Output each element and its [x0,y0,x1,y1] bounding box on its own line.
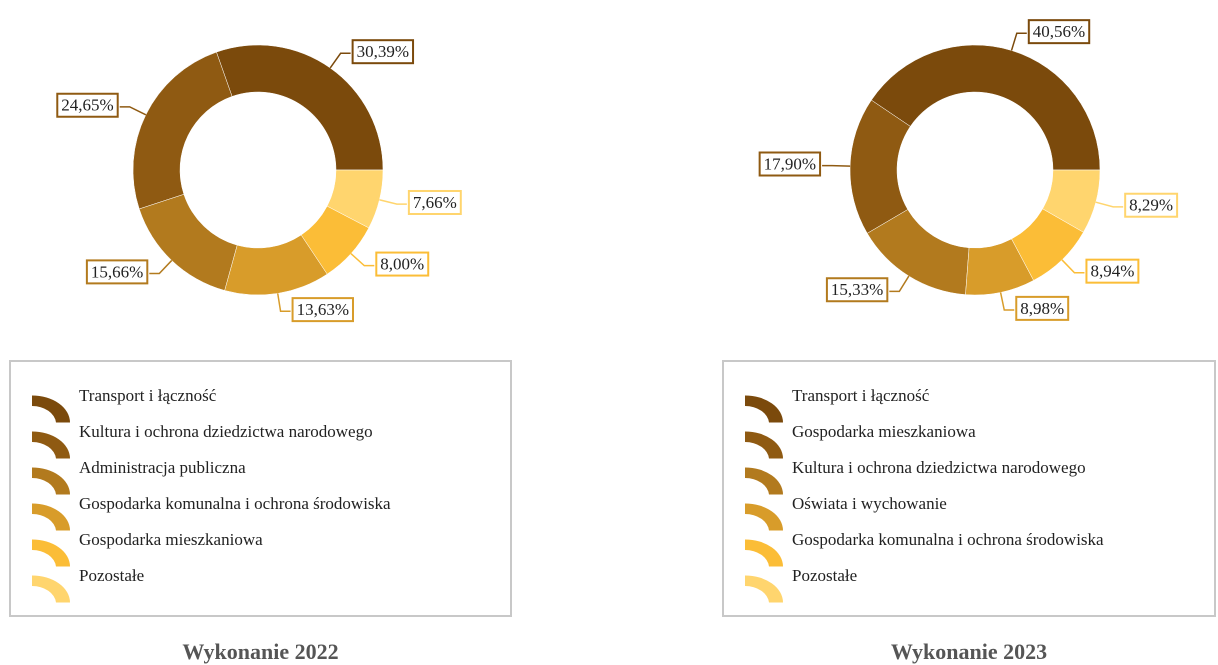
data-label-box [1124,192,1179,218]
data-label: 15,66% [91,262,143,281]
leader-line [1010,32,1027,51]
legend-icon [32,503,70,531]
legend-icon [32,539,70,567]
leader-line [889,275,910,293]
leader-line [149,259,173,275]
legend-label: Gospodarka mieszkaniowa [792,422,976,441]
data-label-box [351,39,415,65]
legend-label: Administracja publiczna [79,458,246,477]
legend-label: Kultura i ochrona dziedzictwa narodowego [792,458,1086,477]
data-label: 8,98% [1020,299,1064,318]
leader-line [1095,201,1124,208]
legend-label: Transport i łączność [792,386,930,405]
chart-title: Wykonanie 2022 [182,639,338,664]
data-label-box [825,277,889,303]
data-label-box [291,297,354,323]
donut-segment [138,193,238,291]
leader-line [822,164,851,167]
data-label: 13,63% [297,300,349,319]
leader-line [1061,259,1085,274]
legend-label: Gospodarka komunalna i ochrona środowisk… [79,494,391,513]
data-label-box [1085,258,1140,284]
data-label-box [1027,19,1091,45]
data-label-box [85,259,149,285]
data-label: 40,56% [1033,22,1085,41]
leader-line [276,293,291,312]
leader-line [350,253,375,267]
legend-label: Pozostałe [792,566,857,585]
donut-segment [216,44,384,171]
legend-icon [32,467,70,495]
data-label-box [56,92,119,118]
data-label-box [407,189,462,215]
legend [9,360,512,617]
data-label-box [758,151,822,177]
leader-line [999,292,1015,311]
data-label: 8,29% [1129,196,1173,215]
legend-label: Oświata i wychowanie [792,494,947,513]
donut-segment [871,44,1101,171]
legend-label: Pozostałe [79,566,144,585]
legend [722,360,1216,617]
data-label-box [1015,295,1070,321]
chart-title: Wykonanie 2023 [891,639,1047,664]
data-label: 24,65% [61,96,113,115]
data-label: 7,66% [413,193,457,212]
legend-label: Kultura i ochrona dziedzictwa narodowego [79,422,373,441]
leader-line [329,52,351,69]
legend-icon [32,575,70,603]
legend-icon [32,395,70,423]
leader-line [379,199,407,205]
data-label: 8,94% [1090,262,1134,281]
legend-label: Gospodarka komunalna i ochrona środowisk… [792,530,1104,549]
legend-icon [745,575,783,603]
data-label: 17,90% [764,155,816,174]
donut-segment [1042,169,1101,233]
legend-icon [745,539,783,567]
legend-label: Gospodarka mieszkaniowa [79,530,263,549]
data-label: 30,39% [357,42,409,61]
legend-icon [745,503,783,531]
data-label-box [375,251,430,277]
data-label: 15,33% [831,280,883,299]
donut-segment [326,169,384,229]
legend-label: Transport i łączność [79,386,217,405]
legend-icon [745,431,783,459]
legend-icon [32,431,70,459]
donut-segment [132,51,233,210]
legend-icon [745,395,783,423]
legend-icon [745,467,783,495]
data-label: 8,00% [380,255,424,274]
leader-line [119,106,147,116]
